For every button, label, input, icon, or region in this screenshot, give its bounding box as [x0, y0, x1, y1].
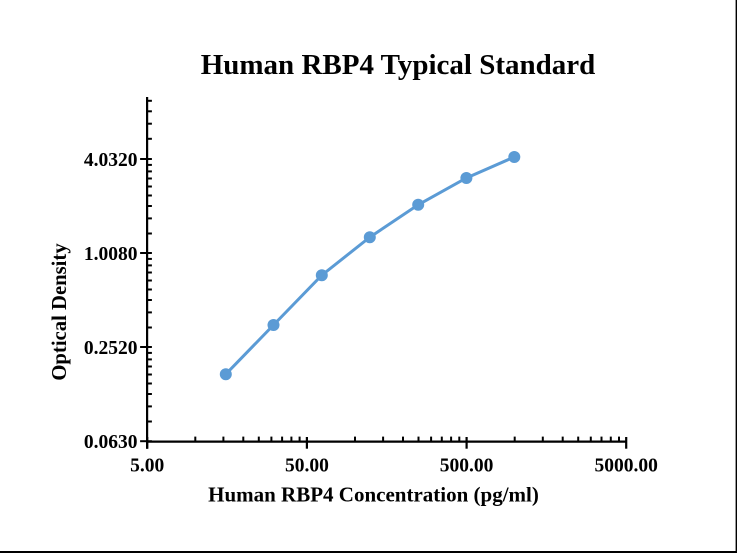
svg-text:Human RBP4 Concentration (pg/m: Human RBP4 Concentration (pg/ml): [208, 482, 539, 506]
svg-text:5.00: 5.00: [130, 456, 164, 477]
svg-text:Optical Density: Optical Density: [49, 243, 71, 381]
svg-text:0.2520: 0.2520: [84, 338, 138, 359]
svg-text:1.0080: 1.0080: [84, 244, 138, 265]
svg-text:4.0320: 4.0320: [84, 150, 138, 171]
svg-text:5000.00: 5000.00: [595, 456, 658, 477]
svg-text:0.0630: 0.0630: [84, 432, 138, 453]
svg-text:50.00: 50.00: [285, 456, 329, 477]
svg-text:Human RBP4 Typical Standard: Human RBP4 Typical Standard: [201, 49, 596, 81]
svg-text:500.00: 500.00: [440, 456, 494, 477]
